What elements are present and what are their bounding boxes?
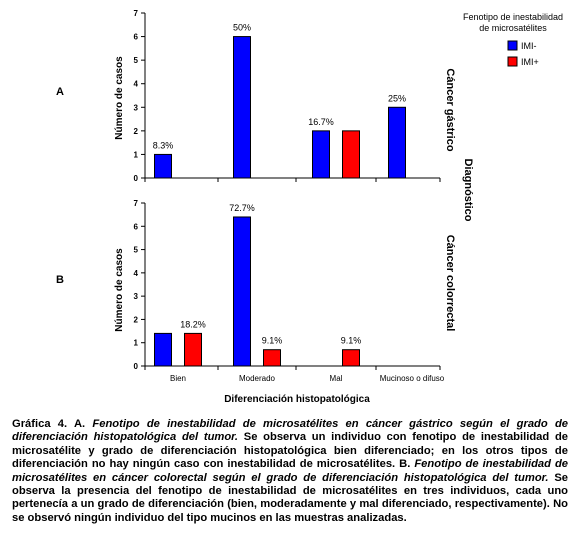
legend-title: Fenotipo de inestabilidad <box>463 12 563 22</box>
data-label: 16.7% <box>308 117 334 127</box>
data-label: 25% <box>388 93 406 103</box>
y-axis-label: Número de casos <box>114 56 125 140</box>
legend-entry-label: IMI- <box>521 41 537 51</box>
bar-imi-0 <box>154 153 172 179</box>
y-tick-label: 3 <box>134 292 139 301</box>
x-category-label: Bien <box>170 374 186 383</box>
x-axis-label: Diferenciación histopatológica <box>224 394 370 405</box>
x-category-label: Moderado <box>239 374 276 383</box>
caption-label-b: B. <box>399 458 411 471</box>
bar-imi-2 <box>312 130 330 179</box>
caption-text-a: Se observa un individuo con fenotipo de … <box>12 431 569 471</box>
figure-caption: Gráfica 4. A. Fenotipo de inestabilidad … <box>12 418 568 525</box>
bar-imi-2 <box>342 130 360 179</box>
bar-imi-2 <box>342 349 360 367</box>
y-tick-label: 2 <box>134 127 139 136</box>
panel-side-label: Cáncer gástrico <box>444 68 456 151</box>
legend-swatch-1 <box>507 56 518 67</box>
bar-imi-0 <box>184 332 202 367</box>
data-label: 8.3% <box>153 140 174 150</box>
x-category-label: Mal <box>330 374 343 383</box>
bar-imi-1 <box>233 36 251 179</box>
data-label: 9.1% <box>341 336 362 346</box>
y-tick-label: 1 <box>134 150 139 159</box>
y-tick-label: 3 <box>134 103 139 112</box>
data-label: 72.7% <box>229 203 255 213</box>
legend-title: de microsatélites <box>479 23 547 33</box>
caption-text-b: Se observa la presencia del fenotipo de … <box>12 471 569 524</box>
y-tick-label: 6 <box>134 222 139 231</box>
y-tick-label: 0 <box>134 174 139 183</box>
bar-imi-1 <box>233 216 251 367</box>
y-tick-label: 7 <box>134 9 139 18</box>
bar-imi-0 <box>154 332 172 367</box>
caption-title-a: Fenotipo de inestabilidad de microsatéli… <box>12 418 569 444</box>
data-label: 50% <box>233 23 251 33</box>
bar-imi-1 <box>263 349 281 367</box>
y-tick-label: 6 <box>134 33 139 42</box>
data-label: 9.1% <box>262 336 283 346</box>
y-tick-label: 4 <box>134 80 139 89</box>
y-tick-label: 5 <box>134 56 139 65</box>
caption-figure-label: Gráfica 4. A. <box>12 418 86 430</box>
bar-chart-figure: 0 1 2 3 4 5 6 7 8.3% 50% 16.7% 25% Número de casos A C… <box>56 9 563 405</box>
y-axis-label: Número de casos <box>114 248 125 332</box>
y-tick-label: 2 <box>134 315 139 324</box>
x-category-label: Mucinoso o difuso <box>380 374 445 383</box>
y-tick-label: 4 <box>134 269 139 278</box>
y-tick-label: 7 <box>134 199 139 208</box>
data-label: 18.2% <box>180 319 206 329</box>
panel-label: A <box>56 86 64 98</box>
legend-swatch-0 <box>507 40 518 51</box>
caption-title-b: Fenotipo de inestabilidad de microsatéli… <box>12 458 569 484</box>
bar-imi-3 <box>388 106 406 179</box>
panel-label: B <box>56 274 64 286</box>
y-tick-label: 1 <box>134 339 139 348</box>
y-tick-label: 0 <box>134 362 139 371</box>
diagnosis-label: Diagnóstico <box>462 159 474 222</box>
panel-side-label: Cáncer colorrectal <box>444 235 456 332</box>
legend-entry-label: IMI+ <box>521 57 539 67</box>
y-tick-label: 5 <box>134 246 139 255</box>
